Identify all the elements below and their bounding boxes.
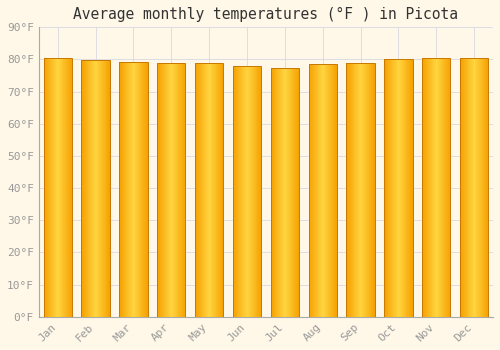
Bar: [119, 62, 148, 317]
Bar: [44, 57, 72, 317]
Bar: [384, 59, 412, 317]
Bar: [157, 63, 186, 317]
Bar: [270, 68, 299, 317]
Title: Average monthly temperatures (°F ) in Picota: Average monthly temperatures (°F ) in Pi…: [74, 7, 458, 22]
Bar: [346, 63, 375, 317]
Bar: [308, 64, 337, 317]
Bar: [460, 57, 488, 317]
Bar: [233, 66, 261, 317]
Bar: [82, 61, 110, 317]
Bar: [422, 58, 450, 317]
Bar: [195, 63, 224, 317]
